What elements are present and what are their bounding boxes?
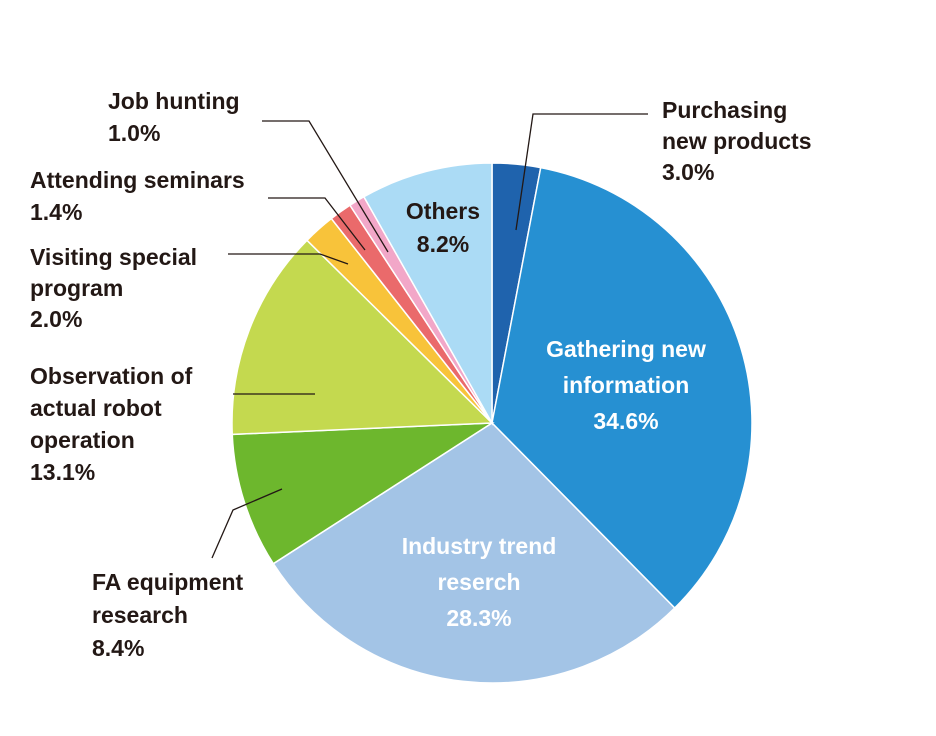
leader-line-visiting [228, 253, 349, 265]
slice-label-visiting: Visiting special program 2.0% [30, 244, 197, 332]
leader-line-job [262, 120, 389, 253]
slice-label-gathering: Gathering new information 34.6% [546, 336, 706, 434]
slice-label-fa: FA equipment research 8.4% [92, 569, 244, 661]
leader-line-purchasing [515, 113, 648, 231]
slice-label-line-gathering: information [563, 372, 690, 398]
slice-value-observation: 13.1% [30, 459, 95, 485]
slice-label-line-visiting: Visiting special [30, 244, 197, 270]
slice-label-line-job: Job hunting [108, 88, 240, 114]
slice-label-line-visiting: program [30, 275, 123, 301]
pie-slice-others [362, 162, 493, 426]
pie-slice-fa [231, 422, 495, 565]
slice-label-line-industry: Industry trend [402, 533, 557, 559]
slice-label-industry: Industry trend reserch 28.3% [402, 533, 557, 631]
slice-label-purchasing: Purchasing new products 3.0% [662, 97, 812, 185]
slice-label-line-purchasing: new products [662, 128, 812, 154]
slice-label-line-others: Others [406, 198, 480, 224]
slice-label-line-industry: reserch [437, 569, 520, 595]
slice-label-line-fa: research [92, 602, 188, 628]
leader-line-fa [211, 488, 283, 559]
slice-label-line-observation: actual robot [30, 395, 162, 421]
slice-label-line-observation: Observation of [30, 363, 193, 389]
slice-value-visiting: 2.0% [30, 306, 82, 332]
slice-labels: Purchasing new products 3.0% Gathering new i… [30, 88, 812, 661]
slice-label-observation: Observation of actual robot operation 13.1% [30, 363, 193, 485]
slice-label-others: Others 8.2% [406, 198, 480, 257]
pie-slice-gathering [491, 166, 753, 610]
slice-label-line-purchasing: Purchasing [662, 97, 787, 123]
leader-lines [211, 113, 648, 559]
slice-label-line-observation: operation [30, 427, 135, 453]
leader-line-seminars [268, 197, 366, 251]
pie-slice-industry [272, 422, 676, 684]
slice-value-seminars: 1.4% [30, 199, 82, 225]
slice-value-purchasing: 3.0% [662, 159, 714, 185]
slice-value-gathering: 34.6% [593, 408, 658, 434]
slice-value-fa: 8.4% [92, 635, 144, 661]
pie-slices [231, 162, 753, 684]
slice-label-line-gathering: Gathering new [546, 336, 706, 362]
slice-label-line-seminars: Attending seminars [30, 167, 245, 193]
slice-label-job: Job hunting 1.0% [108, 88, 240, 146]
slice-label-line-fa: FA equipment [92, 569, 244, 595]
slice-value-industry: 28.3% [446, 605, 511, 631]
slice-label-seminars: Attending seminars 1.4% [30, 167, 245, 225]
slice-value-job: 1.0% [108, 120, 160, 146]
slice-value-others: 8.2% [417, 231, 469, 257]
